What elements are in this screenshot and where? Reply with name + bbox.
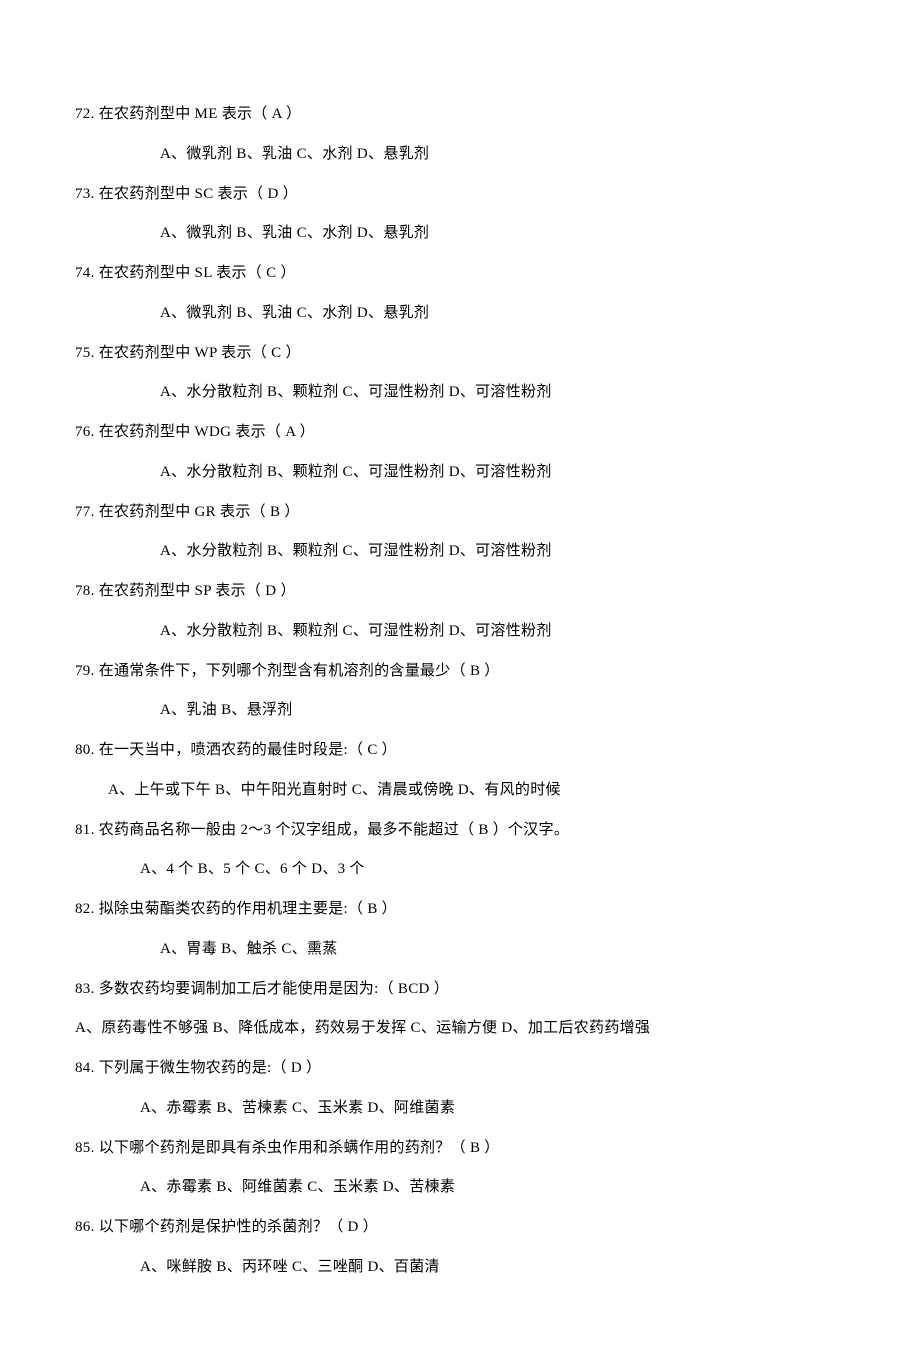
question-stem: 86. 以下哪个药剂是保护性的杀菌剂？（ D ） [75,1208,845,1248]
question-stem: 72. 在农药剂型中 ME 表示（ A ） [75,95,845,135]
question-options: A、乳油 B、悬浮剂 [75,691,845,731]
question-stem: 74. 在农药剂型中 SL 表示（ C ） [75,254,845,294]
question-82: 82. 拟除虫菊酯类农药的作用机理主要是:（ B ） A、胃毒 B、触杀 C、熏… [75,890,845,970]
question-73: 73. 在农药剂型中 SC 表示（ D ） A、微乳剂 B、乳油 C、水剂 D、… [75,175,845,255]
question-options: A、微乳剂 B、乳油 C、水剂 D、悬乳剂 [75,294,845,334]
question-options: A、微乳剂 B、乳油 C、水剂 D、悬乳剂 [75,214,845,254]
question-options: A、胃毒 B、触杀 C、熏蒸 [75,930,845,970]
question-options: A、水分散粒剂 B、颗粒剂 C、可湿性粉剂 D、可溶性粉剂 [75,453,845,493]
question-stem: 80. 在一天当中，喷洒农药的最佳时段是:（ C ） [75,731,845,771]
question-stem: 76. 在农药剂型中 WDG 表示（ A ） [75,413,845,453]
question-81: 81. 农药商品名称一般由 2～3 个汉字组成，最多不能超过（ B ）个汉字。 … [75,811,845,891]
question-75: 75. 在农药剂型中 WP 表示（ C ） A、水分散粒剂 B、颗粒剂 C、可湿… [75,334,845,414]
question-78: 78. 在农药剂型中 SP 表示（ D ） A、水分散粒剂 B、颗粒剂 C、可湿… [75,572,845,652]
question-options: A、赤霉素 B、苦楝素 C、玉米素 D、阿维菌素 [75,1089,845,1129]
question-stem: 82. 拟除虫菊酯类农药的作用机理主要是:（ B ） [75,890,845,930]
question-74: 74. 在农药剂型中 SL 表示（ C ） A、微乳剂 B、乳油 C、水剂 D、… [75,254,845,334]
question-stem: 84. 下列属于微生物农药的是:（ D ） [75,1049,845,1089]
question-stem: 81. 农药商品名称一般由 2～3 个汉字组成，最多不能超过（ B ）个汉字。 [75,811,845,851]
question-options: A、原药毒性不够强 B、降低成本，药效易于发挥 C、运输方便 D、加工后农药药增… [75,1009,845,1049]
question-72: 72. 在农药剂型中 ME 表示（ A ） A、微乳剂 B、乳油 C、水剂 D、… [75,95,845,175]
question-options: A、上午或下午 B、中午阳光直射时 C、清晨或傍晚 D、有风的时候 [75,771,845,811]
question-stem: 83. 多数农药均要调制加工后才能使用是因为:（ BCD ） [75,970,845,1010]
question-options: A、水分散粒剂 B、颗粒剂 C、可湿性粉剂 D、可溶性粉剂 [75,373,845,413]
question-options: A、水分散粒剂 B、颗粒剂 C、可湿性粉剂 D、可溶性粉剂 [75,612,845,652]
question-options: A、赤霉素 B、阿维菌素 C、玉米素 D、苦楝素 [75,1168,845,1208]
question-stem: 75. 在农药剂型中 WP 表示（ C ） [75,334,845,374]
question-77: 77. 在农药剂型中 GR 表示（ B ） A、水分散粒剂 B、颗粒剂 C、可湿… [75,493,845,573]
question-84: 84. 下列属于微生物农药的是:（ D ） A、赤霉素 B、苦楝素 C、玉米素 … [75,1049,845,1129]
question-stem: 77. 在农药剂型中 GR 表示（ B ） [75,493,845,533]
question-80: 80. 在一天当中，喷洒农药的最佳时段是:（ C ） A、上午或下午 B、中午阳… [75,731,845,811]
question-options: A、4 个 B、5 个 C、6 个 D、3 个 [75,850,845,890]
question-options: A、咪鲜胺 B、丙环唑 C、三唑酮 D、百菌清 [75,1248,845,1288]
question-stem: 85. 以下哪个药剂是即具有杀虫作用和杀螨作用的药剂？（ B ） [75,1129,845,1169]
question-85: 85. 以下哪个药剂是即具有杀虫作用和杀螨作用的药剂？（ B ） A、赤霉素 B… [75,1129,845,1209]
question-stem: 78. 在农药剂型中 SP 表示（ D ） [75,572,845,612]
question-options: A、水分散粒剂 B、颗粒剂 C、可湿性粉剂 D、可溶性粉剂 [75,532,845,572]
question-stem: 73. 在农药剂型中 SC 表示（ D ） [75,175,845,215]
question-83: 83. 多数农药均要调制加工后才能使用是因为:（ BCD ） A、原药毒性不够强… [75,970,845,1050]
question-86: 86. 以下哪个药剂是保护性的杀菌剂？（ D ） A、咪鲜胺 B、丙环唑 C、三… [75,1208,845,1288]
question-79: 79. 在通常条件下，下列哪个剂型含有机溶剂的含量最少（ B ） A、乳油 B、… [75,652,845,732]
question-76: 76. 在农药剂型中 WDG 表示（ A ） A、水分散粒剂 B、颗粒剂 C、可… [75,413,845,493]
document-body: 72. 在农药剂型中 ME 表示（ A ） A、微乳剂 B、乳油 C、水剂 D、… [75,95,845,1288]
question-options: A、微乳剂 B、乳油 C、水剂 D、悬乳剂 [75,135,845,175]
question-stem: 79. 在通常条件下，下列哪个剂型含有机溶剂的含量最少（ B ） [75,652,845,692]
